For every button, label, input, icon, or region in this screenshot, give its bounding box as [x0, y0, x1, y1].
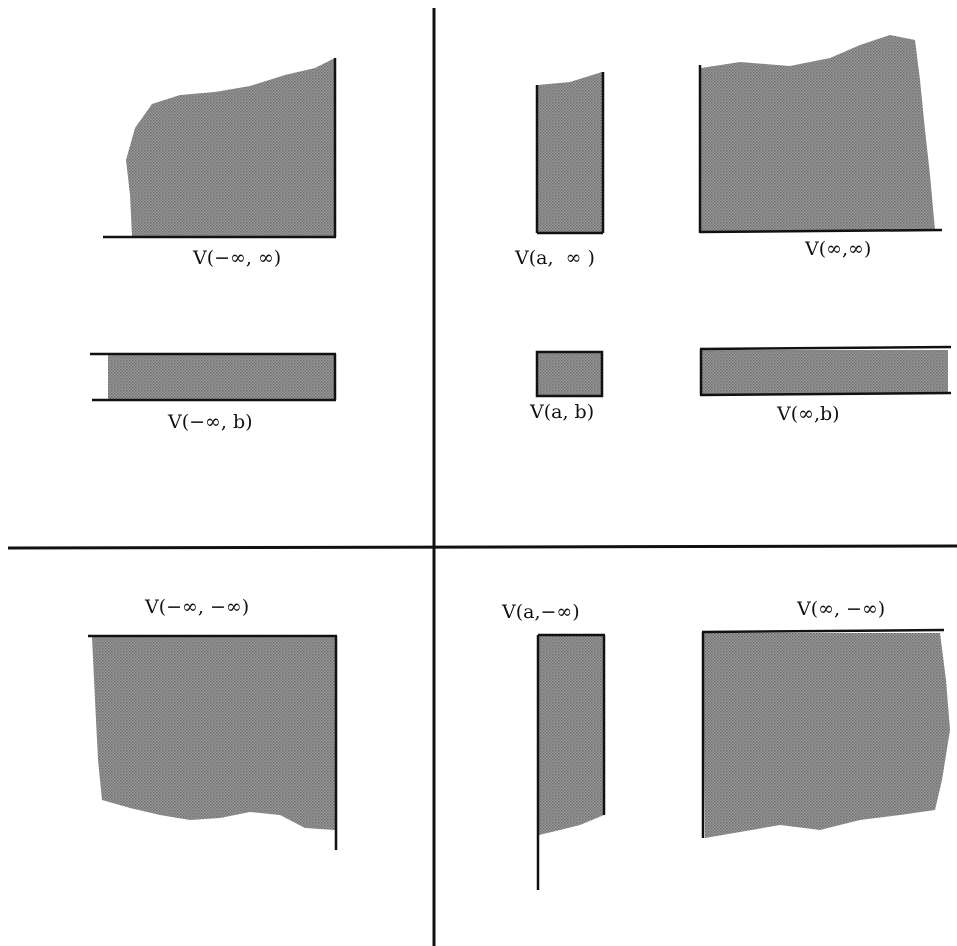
label-inf-b: V(∞,b) — [776, 403, 840, 425]
label-neg-inf-neg-inf: V(−∞, −∞) — [144, 596, 249, 618]
label-inf-inf: V(∞,∞) — [804, 238, 871, 260]
region-neg-inf-inf: V(−∞, ∞) — [103, 58, 337, 269]
region-a-inf-shade — [538, 72, 602, 232]
region-inf-inf-bottom-edge — [699, 228, 943, 234]
region-a-neg-inf: V(a,−∞) — [501, 601, 606, 890]
region-neg-inf-neg-inf: V(−∞, −∞) — [88, 596, 338, 850]
region-a-inf: V(a, ∞ ) — [514, 72, 605, 269]
region-a-neg-inf-shade — [539, 636, 604, 835]
region-inf-b-shade — [701, 350, 948, 394]
label-a-b: V(a, b) — [529, 401, 594, 423]
horizontal-axis — [7, 544, 957, 550]
region-inf-inf: V(∞,∞) — [698, 35, 943, 260]
region-a-b: V(a, b) — [529, 350, 604, 423]
region-inf-neg-inf-top-edge — [701, 628, 945, 634]
region-inf-neg-inf: V(∞, −∞) — [701, 598, 950, 838]
label-neg-inf-b: V(−∞, b) — [167, 411, 253, 433]
label-a-inf: V(a, ∞ ) — [514, 247, 595, 269]
region-neg-inf-b-shade — [108, 355, 335, 399]
region-inf-neg-inf-shade — [703, 633, 950, 838]
region-inf-b-top-edge — [699, 345, 952, 351]
region-inf-inf-shade — [701, 35, 935, 232]
region-neg-inf-b: V(−∞, b) — [90, 352, 337, 433]
region-inf-b-bottom-edge — [699, 391, 952, 397]
label-neg-inf-inf: V(−∞, ∞) — [192, 247, 281, 269]
region-a-b-shade — [535, 350, 604, 398]
region-neg-inf-neg-inf-shade — [92, 637, 335, 830]
region-neg-inf-inf-shade — [126, 58, 335, 236]
label-a-neg-inf: V(a,−∞) — [501, 601, 580, 623]
region-inf-b: V(∞,b) — [699, 345, 952, 425]
label-inf-neg-inf: V(∞, −∞) — [796, 598, 885, 620]
